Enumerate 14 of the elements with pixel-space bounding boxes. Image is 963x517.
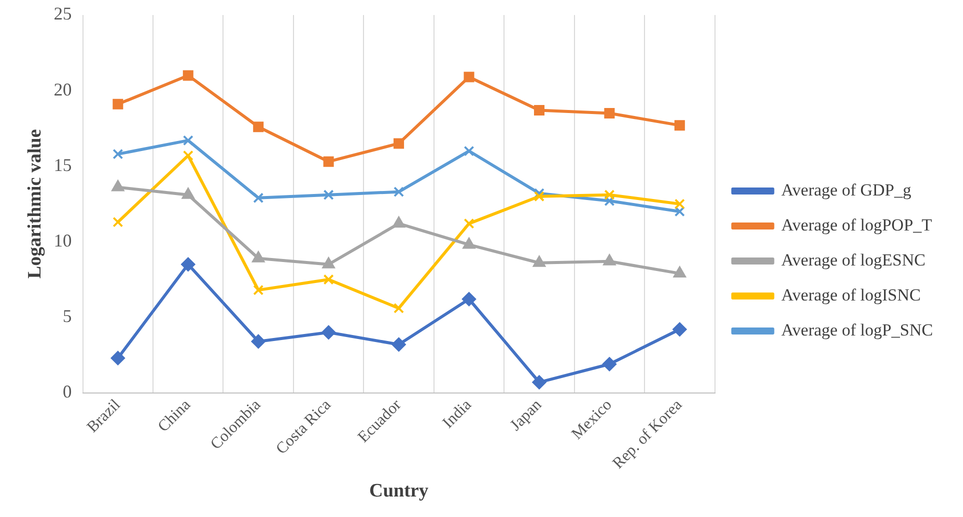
y-tick-label: 20 bbox=[54, 79, 72, 100]
y-tick-label: 10 bbox=[54, 230, 72, 250]
y-tick-label: 15 bbox=[54, 154, 72, 175]
legend-label: Average of logPOP_T bbox=[781, 215, 933, 234]
y-tick-label: 5 bbox=[62, 306, 72, 326]
legend-label: Average of logESNC bbox=[781, 250, 926, 270]
legend-label: Average of logISNC bbox=[781, 285, 921, 304]
y-tick-label: 25 bbox=[54, 4, 72, 24]
x-axis-title: Cuntry bbox=[369, 480, 429, 502]
legend-label: Average of logP_SNC bbox=[781, 320, 934, 340]
y-tick-label: 0 bbox=[62, 382, 72, 402]
y-axis-title: Logarithmic value bbox=[24, 129, 46, 279]
x-tick-label: India bbox=[440, 396, 475, 432]
legend-label: Average of GDP_g bbox=[781, 180, 912, 200]
